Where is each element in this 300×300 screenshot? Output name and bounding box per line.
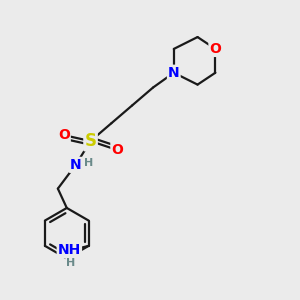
Text: O: O xyxy=(209,42,221,56)
Text: N: N xyxy=(168,66,180,80)
Text: O: O xyxy=(111,143,123,157)
Text: N: N xyxy=(70,158,82,172)
Text: H: H xyxy=(84,158,94,168)
Text: H: H xyxy=(66,258,75,268)
Text: NH: NH xyxy=(58,243,81,257)
Text: S: S xyxy=(85,132,97,150)
Text: O: O xyxy=(58,128,70,142)
